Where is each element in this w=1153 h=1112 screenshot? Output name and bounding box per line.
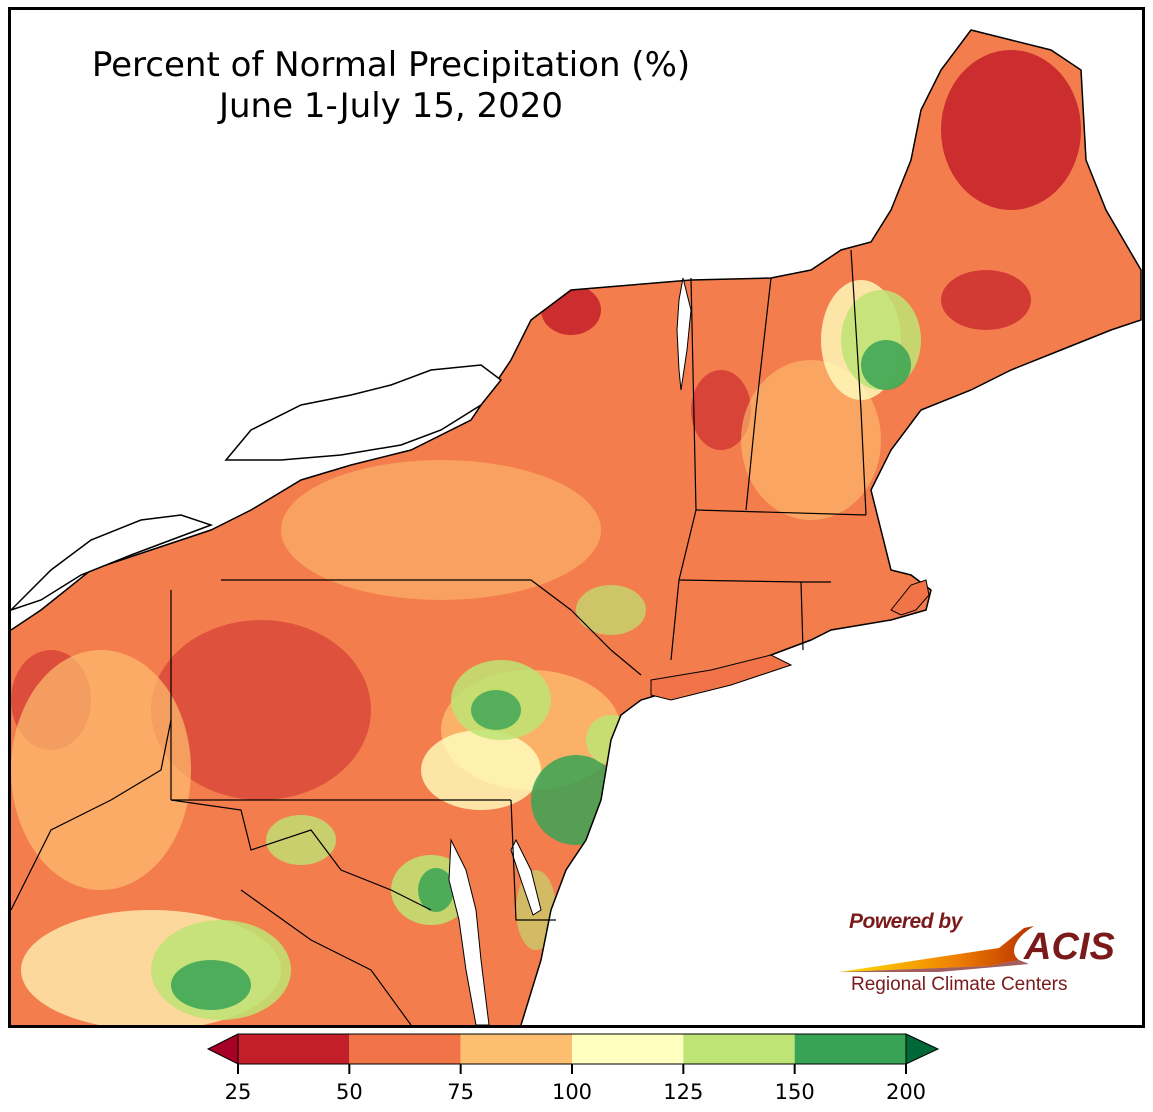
- colorbar-bin-50-75: [349, 1034, 461, 1064]
- lake-erie-outline: [11, 514, 214, 611]
- patch-wet-wv: [266, 815, 336, 865]
- patch-dry-maine-north: [941, 50, 1081, 210]
- lake-ontario-outline: [224, 364, 503, 461]
- patch-wet-md-core: [418, 868, 454, 912]
- state-borders: [11, 249, 867, 1025]
- patch-wet-pa-east-core: [471, 690, 521, 730]
- wv-border: [170, 799, 432, 911]
- chesapeake-bay: [448, 838, 490, 1025]
- colorbar-bin-25-50: [238, 1034, 350, 1064]
- map-subtitle: June 1-July 15, 2020: [218, 86, 563, 126]
- colorbar-tick-label: 100: [551, 1080, 593, 1104]
- patch-wet-nj: [531, 755, 621, 845]
- long-island: [650, 654, 793, 701]
- patch-wet-lake-champlain: [576, 585, 646, 635]
- colorbar-over-arrow: [905, 1033, 940, 1065]
- colorbar-bin-125-150: [683, 1034, 795, 1064]
- colorbar-under-arrow: [206, 1033, 239, 1065]
- ct-ri-border: [800, 581, 804, 651]
- map-frame: Percent of Normal Precipitation (%) June…: [8, 7, 1145, 1028]
- va-wv-border: [240, 889, 412, 1025]
- md-de-border: [510, 799, 556, 921]
- vt-nh-border: [745, 277, 772, 511]
- acis-logo: Powered by ACIS Regional Climate Centers: [839, 908, 1124, 1008]
- patch-wet-va-core: [171, 960, 251, 1010]
- colorbar-tick-label: 75: [447, 1080, 475, 1104]
- colorbar: [206, 1033, 940, 1074]
- colorbar-legend: 25 50 75 100 125 150 200: [0, 1028, 1153, 1112]
- patch-dry-ny-north: [541, 285, 601, 335]
- nh-me-border: [850, 249, 867, 516]
- ma-north-border: [695, 509, 867, 516]
- ohio-wv-border: [11, 719, 172, 911]
- ct-ny-border: [670, 579, 680, 661]
- colorbar-tick-label: 125: [663, 1080, 704, 1104]
- patch-dry-pa-west: [151, 620, 371, 800]
- delaware-bay: [510, 838, 542, 916]
- acis-swoosh-icon: [839, 926, 1034, 972]
- acis-name: ACIS: [1024, 926, 1115, 968]
- patch-mid-ny: [281, 460, 601, 600]
- cape-cod: [890, 579, 930, 616]
- patch-dry-vermont: [691, 370, 751, 450]
- colorbar-tick-label: 200: [885, 1080, 927, 1104]
- acis-powered-by: Powered by: [849, 910, 962, 933]
- map-title: Percent of Normal Precipitation (%): [91, 45, 691, 85]
- colorbar-tick-label: 50: [335, 1080, 363, 1104]
- patch-dry-maine-central: [941, 270, 1031, 330]
- colorbar-bin-150-200: [794, 1034, 906, 1064]
- patch-mid-ohio-west: [11, 650, 191, 890]
- patch-mid-nh: [741, 360, 881, 520]
- acis-subtitle: Regional Climate Centers: [851, 974, 1068, 995]
- colorbar-tick-label: 25: [224, 1080, 252, 1104]
- precipitation-map: [11, 29, 1142, 1025]
- ny-pa-border: [221, 579, 642, 676]
- colorbar-bin-100-125: [572, 1034, 684, 1064]
- patch-wet-nh-core: [861, 340, 911, 390]
- lake-champlain: [676, 277, 692, 391]
- colorbar-tick-label: 150: [774, 1080, 815, 1104]
- colorbar-bin-75-100: [460, 1034, 572, 1064]
- patch-near-normal-pa: [421, 730, 541, 810]
